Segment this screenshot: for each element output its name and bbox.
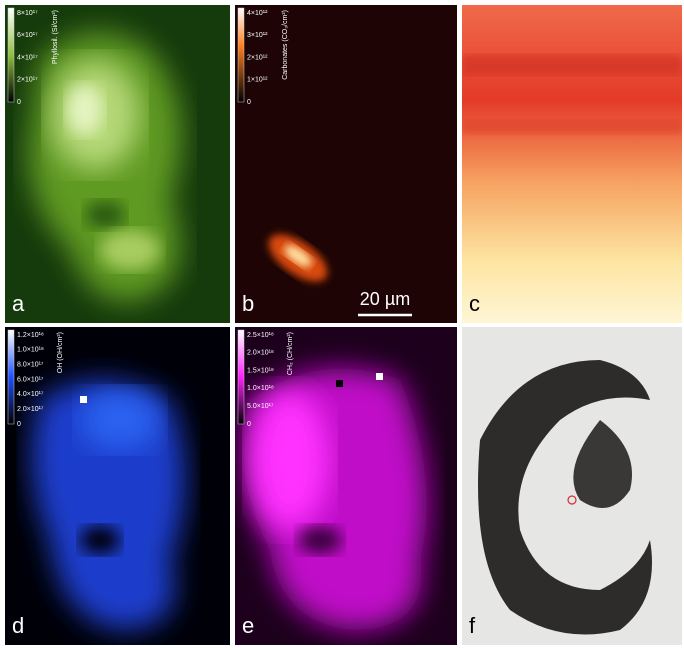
panel-d-map	[5, 327, 230, 645]
colorbar-tick-label: 6×10¹⁷	[17, 32, 38, 39]
colorbar-tick-label: 2×10¹²	[247, 54, 268, 61]
scale-bar-label: 20 µm	[360, 289, 410, 309]
colorbar-tick-label: 2.5×10¹⁸	[247, 332, 274, 339]
colorbar	[237, 329, 245, 425]
colorbar-tick-label: 0	[247, 99, 251, 106]
panel-label: c	[469, 291, 480, 316]
colorbar-tick-label: 6.0×10¹⁷	[17, 376, 44, 383]
colorbar-tick-label: 0	[17, 421, 21, 428]
colorbar-tick-label: 8×10¹⁷	[17, 10, 38, 17]
scale-bar: 20 µm	[358, 289, 412, 317]
colorbar-tick-label: 4.0×10¹⁷	[17, 391, 44, 398]
colorbar-tick-label: 1.5×10¹⁸	[247, 367, 274, 374]
panel-e-map	[235, 327, 457, 645]
colorbar-tick-label: 2×10¹⁷	[17, 77, 38, 84]
panel-c-map	[462, 5, 682, 323]
panel-label: a	[12, 291, 25, 316]
panel-f-photo	[462, 327, 682, 645]
colorbar-title: Phyllosil. (Si/cm²)	[52, 10, 59, 64]
colorbar-tick-label: 4×10¹²	[247, 10, 268, 17]
colorbar-tick-label: 5.0×10¹⁷	[247, 403, 274, 410]
panel-a-map	[5, 5, 230, 323]
panel-label: d	[12, 613, 24, 638]
panel-label: e	[242, 613, 254, 638]
colorbar-tick-label: 4×10¹⁷	[17, 54, 38, 61]
colorbar-tick-label: 8.0×10¹⁷	[17, 362, 44, 369]
colorbar	[7, 329, 15, 425]
colorbar	[7, 7, 15, 103]
panel-label: b	[242, 291, 254, 316]
colorbar-tick-label: 1×10¹²	[247, 77, 268, 84]
colorbar	[237, 7, 245, 103]
panel-label: f	[469, 613, 476, 638]
colorbar-tick-label: 1.0×10¹⁸	[247, 385, 274, 392]
colorbar-tick-label: 1.2×10¹⁸	[17, 332, 44, 339]
colorbar-title: OH (OH/cm²)	[57, 332, 64, 373]
colorbar-tick-label: 0	[247, 421, 251, 428]
colorbar-title: CH₂ (CH/cm²)	[287, 332, 294, 375]
colorbar-title: Carbonates (CO₃/cm²)	[282, 10, 289, 80]
colorbar-tick-label: 1.0×10¹⁸	[17, 347, 44, 354]
colorbar-tick-label: 2.0×10¹⁷	[17, 406, 44, 413]
colorbar-tick-label: 3×10¹²	[247, 32, 268, 39]
colorbar-tick-label: 2.0×10¹⁸	[247, 350, 274, 357]
panel-b-map	[235, 5, 457, 323]
colorbar-tick-label: 0	[17, 99, 21, 106]
